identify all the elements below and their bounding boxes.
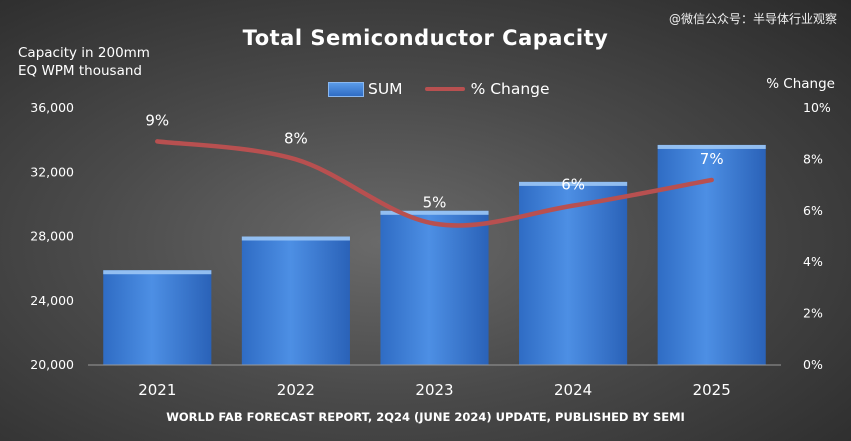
change-line bbox=[155, 139, 714, 228]
y-tick-label: 20,000 bbox=[30, 357, 74, 372]
bar-top-highlight bbox=[103, 270, 212, 275]
x-tick-label: 2023 bbox=[415, 381, 453, 399]
chart-title: Total Semiconductor Capacity bbox=[242, 26, 609, 50]
bar bbox=[519, 181, 628, 365]
data-label: 5% bbox=[423, 194, 447, 212]
legend-line-swatch bbox=[424, 87, 465, 91]
y-tick-label: 28,000 bbox=[30, 229, 74, 244]
bar-top-highlight bbox=[657, 144, 766, 149]
y-tick-label: 36,000 bbox=[30, 100, 74, 115]
data-label: 9% bbox=[145, 111, 169, 129]
bar bbox=[380, 210, 489, 365]
data-label: 6% bbox=[561, 176, 585, 194]
x-tick-label: 2025 bbox=[693, 381, 731, 399]
bar-top-highlight bbox=[380, 210, 489, 215]
y2-tick-label: 8% bbox=[803, 151, 823, 166]
y-tick-label: 32,000 bbox=[30, 164, 74, 179]
bar-top-highlight bbox=[519, 181, 628, 186]
data-label: 8% bbox=[284, 129, 308, 147]
bar-top-highlight bbox=[241, 236, 350, 241]
bar bbox=[241, 236, 350, 365]
bar bbox=[103, 270, 212, 365]
y2-tick-label: 6% bbox=[803, 203, 823, 218]
y2-tick-label: 4% bbox=[803, 254, 823, 269]
y2-tick-label: 0% bbox=[803, 357, 823, 372]
y2-tick-label: 2% bbox=[803, 306, 823, 321]
legend-item-sum: SUM bbox=[368, 80, 403, 98]
legend: SUM % Change bbox=[328, 80, 550, 98]
y2-tick-label: 10% bbox=[803, 100, 831, 115]
legend-bar-swatch bbox=[328, 81, 364, 97]
y-tick-label: 24,000 bbox=[30, 293, 74, 308]
legend-item-change: % Change bbox=[470, 80, 550, 98]
source-footer: WORLD FAB FORECAST REPORT, 2Q24 (JUNE 20… bbox=[166, 410, 685, 424]
x-tick-label: 2021 bbox=[138, 381, 176, 399]
x-tick-label: 2022 bbox=[277, 381, 315, 399]
x-tick-label: 2024 bbox=[554, 381, 592, 399]
y-axis-label: Capacity in 200mm EQ WPM thousand bbox=[18, 45, 150, 79]
watermark: @微信公众号：半导体行业观察 bbox=[668, 12, 837, 26]
y2-axis-label: % Change bbox=[766, 76, 835, 92]
data-label: 7% bbox=[700, 150, 724, 168]
